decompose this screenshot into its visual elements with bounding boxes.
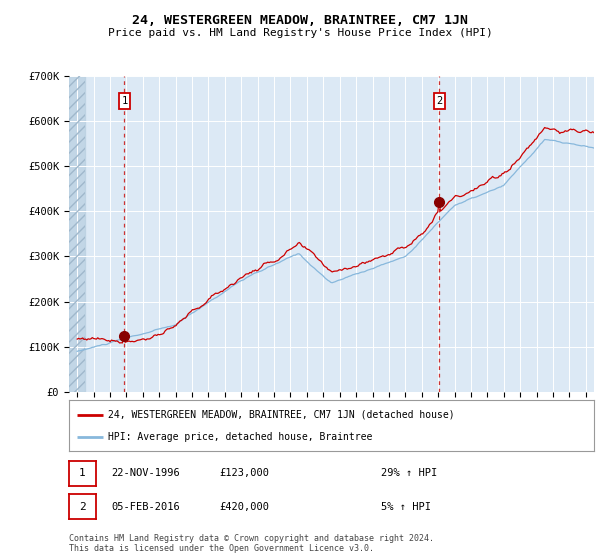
Text: HPI: Average price, detached house, Braintree: HPI: Average price, detached house, Brai… bbox=[109, 432, 373, 442]
Text: 1: 1 bbox=[121, 96, 128, 106]
Text: 24, WESTERGREEN MEADOW, BRAINTREE, CM7 1JN: 24, WESTERGREEN MEADOW, BRAINTREE, CM7 1… bbox=[132, 14, 468, 27]
Text: 2: 2 bbox=[79, 502, 86, 512]
Bar bbox=[69, 76, 85, 392]
Text: 24, WESTERGREEN MEADOW, BRAINTREE, CM7 1JN (detached house): 24, WESTERGREEN MEADOW, BRAINTREE, CM7 1… bbox=[109, 409, 455, 419]
Text: Price paid vs. HM Land Registry's House Price Index (HPI): Price paid vs. HM Land Registry's House … bbox=[107, 28, 493, 38]
Text: £420,000: £420,000 bbox=[219, 502, 269, 512]
Text: 2: 2 bbox=[436, 96, 443, 106]
Text: 22-NOV-1996: 22-NOV-1996 bbox=[111, 468, 180, 478]
Text: 1: 1 bbox=[79, 468, 86, 478]
Text: £123,000: £123,000 bbox=[219, 468, 269, 478]
Bar bbox=[69, 76, 85, 392]
Text: 05-FEB-2016: 05-FEB-2016 bbox=[111, 502, 180, 512]
Text: 5% ↑ HPI: 5% ↑ HPI bbox=[381, 502, 431, 512]
Text: 29% ↑ HPI: 29% ↑ HPI bbox=[381, 468, 437, 478]
Text: Contains HM Land Registry data © Crown copyright and database right 2024.
This d: Contains HM Land Registry data © Crown c… bbox=[69, 534, 434, 553]
